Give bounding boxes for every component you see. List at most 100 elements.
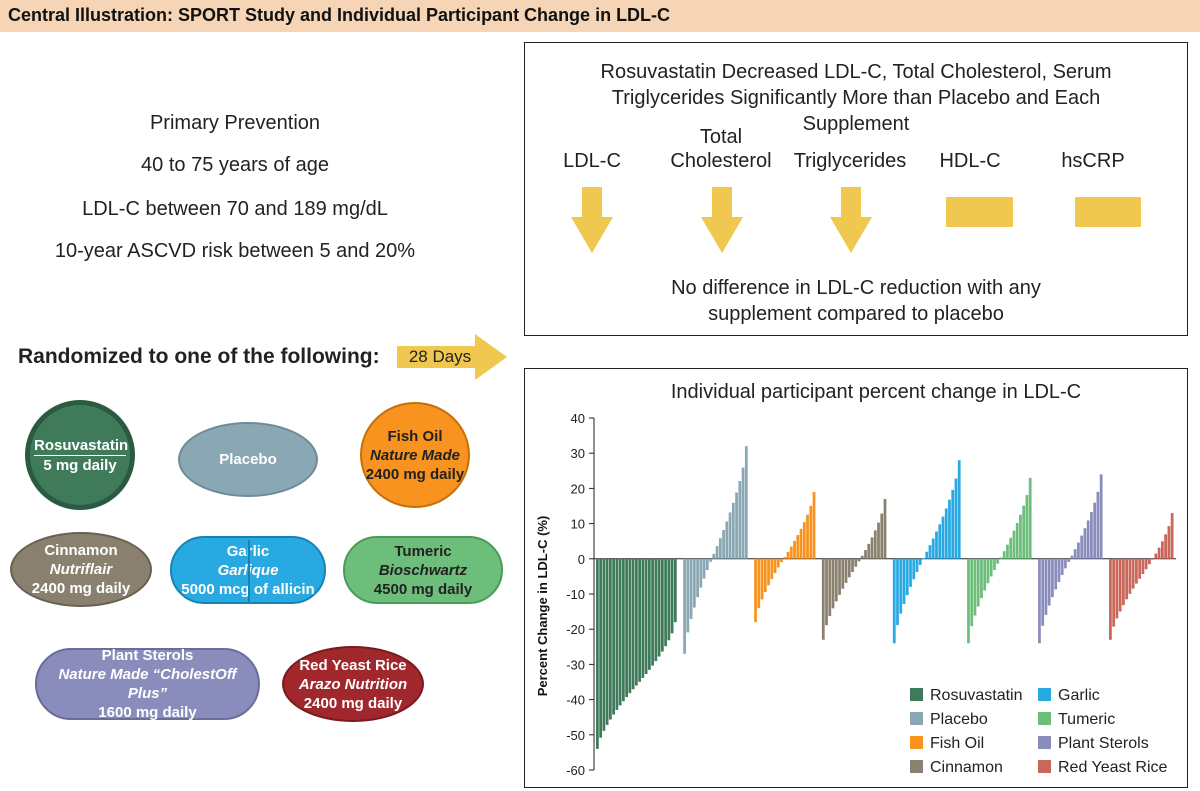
bar-placebo xyxy=(683,558,686,654)
ldl-change-chart: Individual participant percent change in… xyxy=(535,381,1176,778)
bar-rosuvastatin xyxy=(631,558,635,690)
bar-fish-oil xyxy=(760,558,764,600)
duration-label: 28 Days xyxy=(408,347,472,366)
bar-plant-sterols xyxy=(1093,502,1097,559)
bar-rosuvastatin xyxy=(667,558,671,641)
bar-series xyxy=(596,446,1174,749)
bar-plant-sterols xyxy=(1051,558,1054,598)
arm-placebo: Placebo xyxy=(178,422,318,497)
bar-placebo xyxy=(712,553,716,559)
bar-rosuvastatin xyxy=(599,558,603,738)
y-tick-label: 40 xyxy=(571,411,585,426)
bar-tumeric xyxy=(993,558,996,570)
bar-fish-oil xyxy=(763,558,767,592)
bar-cinnamon xyxy=(834,558,838,602)
bar-tumeric xyxy=(976,558,980,607)
bar-fish-oil xyxy=(802,522,806,559)
arm-red-yeast-rice-brand: Arazo Nutrition xyxy=(298,675,408,693)
bar-garlic xyxy=(896,558,899,626)
bar-garlic xyxy=(957,460,961,559)
bar-rosuvastatin xyxy=(657,558,661,657)
results-footnote: No difference in LDL-C reduction with an… xyxy=(671,277,1041,325)
legend-label: Cinnamon xyxy=(930,759,1003,776)
bar-garlic xyxy=(931,538,935,559)
bar-garlic xyxy=(944,508,948,559)
bar-fish-oil xyxy=(786,551,790,559)
legend-swatch xyxy=(1038,760,1051,773)
legend-swatch xyxy=(1038,688,1051,701)
bar-plant-sterols xyxy=(1086,520,1090,559)
arm-cinnamon-brand: Nutriflair xyxy=(49,561,113,578)
bar-red-yeast-rice xyxy=(1135,558,1138,584)
bar-fish-oil xyxy=(770,558,774,580)
bar-fish-oil xyxy=(799,528,803,559)
legend-label: Plant Sterols xyxy=(1058,735,1149,752)
legend-label: Garlic xyxy=(1058,687,1100,704)
bar-plant-sterols xyxy=(1044,558,1048,615)
bar-red-yeast-rice xyxy=(1170,513,1174,559)
bar-red-yeast-rice xyxy=(1161,541,1164,559)
arm-fish-oil: Fish Oil Nature Made 2400 mg daily xyxy=(360,402,470,508)
bar-plant-sterols xyxy=(1096,491,1100,559)
bar-red-yeast-rice xyxy=(1112,558,1116,627)
capsule-seam xyxy=(248,540,250,602)
bar-tumeric xyxy=(996,558,1000,564)
bar-plant-sterols xyxy=(1077,542,1080,559)
bar-tumeric xyxy=(1028,477,1032,559)
bar-cinnamon xyxy=(883,498,887,559)
bar-red-yeast-rice xyxy=(1128,558,1132,594)
bar-tumeric xyxy=(1002,551,1006,559)
bar-garlic xyxy=(938,524,942,559)
bar-tumeric xyxy=(967,558,970,644)
bar-plant-sterols xyxy=(1041,558,1045,626)
bar-cinnamon xyxy=(864,550,867,559)
bar-fish-oil xyxy=(806,514,809,559)
bar-rosuvastatin xyxy=(670,558,674,634)
y-tick-label: 0 xyxy=(578,552,585,567)
bar-cinnamon xyxy=(867,543,871,559)
legend-label: Tumeric xyxy=(1058,711,1115,728)
bar-plant-sterols xyxy=(1073,549,1077,559)
bar-tumeric xyxy=(1012,530,1016,559)
bar-placebo xyxy=(702,558,706,579)
indicator-hscrp-label: hsCRP xyxy=(1061,150,1125,172)
arm-red-yeast-rice-name: Red Yeast Rice xyxy=(299,656,407,674)
legend-swatch xyxy=(1038,736,1051,749)
arm-tumeric: Tumeric Bioschwartz 4500 mg daily xyxy=(343,536,503,604)
bar-rosuvastatin xyxy=(644,558,648,674)
bar-garlic xyxy=(925,551,929,559)
bar-garlic xyxy=(912,558,916,580)
criteria-age: 40 to 75 years of age xyxy=(141,154,329,176)
arm-fish-oil-brand: Nature Made xyxy=(369,446,461,464)
bar-tumeric xyxy=(1009,537,1013,559)
criteria-ldl: LDL-C between 70 and 189 mg/dL xyxy=(82,198,388,220)
bar-cinnamon xyxy=(880,513,884,559)
bar-tumeric xyxy=(986,558,990,584)
bar-rosuvastatin xyxy=(608,558,612,720)
bar-garlic xyxy=(928,545,932,559)
bar-red-yeast-rice xyxy=(1151,558,1155,560)
y-tick-label: -60 xyxy=(566,763,585,778)
arm-garlic-brand: Garlique xyxy=(172,561,324,580)
total-cholesterol-down-arrow-icon xyxy=(701,187,743,253)
bar-cinnamon xyxy=(860,555,864,559)
bar-rosuvastatin xyxy=(654,558,658,662)
bar-placebo xyxy=(731,502,735,559)
y-tick-label: 30 xyxy=(571,446,585,461)
bar-fish-oil xyxy=(809,505,813,559)
bar-rosuvastatin xyxy=(638,558,641,682)
indicator-hdl-label: HDL-C xyxy=(939,150,1001,172)
arm-garlic: Garlic Garlique 5000 mcg of allicin xyxy=(170,536,326,604)
bar-garlic xyxy=(922,558,925,560)
title-bar xyxy=(0,0,1200,32)
bar-cinnamon xyxy=(851,558,854,572)
bar-plant-sterols xyxy=(1038,558,1041,644)
arm-cinnamon-dose: 2400 mg daily xyxy=(31,580,131,597)
indicator-triglycerides-label: Triglycerides xyxy=(793,150,907,172)
randomized-label: Randomized to one of the following: xyxy=(18,345,380,368)
bar-red-yeast-rice xyxy=(1157,547,1161,559)
arm-garlic-dose: 5000 mcg of allicin xyxy=(181,580,315,598)
bar-tumeric xyxy=(980,558,983,599)
arm-rosuvastatin: Rosuvastatin 5 mg daily xyxy=(25,400,135,510)
bar-fish-oil xyxy=(776,558,780,568)
